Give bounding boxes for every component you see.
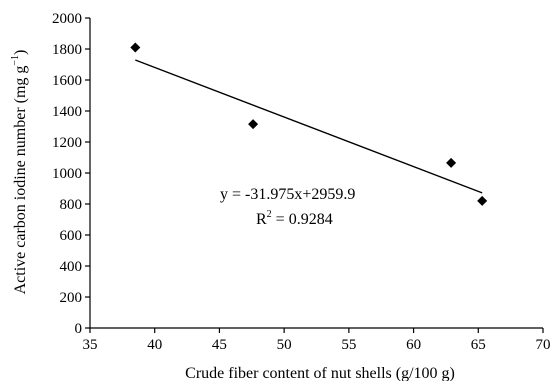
data-point	[446, 157, 457, 168]
y-tick-label: 1000	[52, 166, 82, 182]
r-squared-superscript: 2	[267, 209, 272, 220]
y-tick-label: 600	[60, 228, 83, 244]
r-squared-label: R2 = 0.9284	[256, 209, 333, 228]
x-axis-title: Crude fiber content of nut shells (g/100…	[185, 365, 455, 381]
y-axis-ticks: 0 200 400 600 800 1000 1200 1400 1600 1800 2000	[52, 11, 90, 337]
y-tick-label: 1600	[52, 73, 82, 89]
y-tick-label: 200	[60, 290, 83, 306]
y-tick-label: 1800	[52, 42, 82, 58]
y-tick-label: 1200	[52, 135, 82, 151]
x-axis-ticks: 35 40 45 50 55 60 65 70	[83, 328, 551, 353]
data-point	[248, 119, 259, 130]
y-tick-label: 400	[60, 259, 83, 275]
equation-label: y = -31.975x+2959.9	[220, 186, 355, 203]
data-point	[477, 195, 488, 206]
x-tick-label: 50	[277, 337, 292, 353]
y-axis-title: Active carbon iodine number (mg g−1)	[10, 50, 29, 295]
x-tick-label: 60	[406, 337, 421, 353]
x-tick-label: 65	[471, 337, 486, 353]
y-axis-title-superscript: −1	[10, 55, 21, 66]
y-tick-label: 800	[60, 197, 83, 213]
x-tick-label: 35	[83, 337, 98, 353]
x-tick-label: 45	[212, 337, 227, 353]
trendline	[135, 59, 483, 194]
x-tick-label: 55	[341, 337, 356, 353]
y-tick-label: 1400	[52, 104, 82, 120]
y-tick-label: 0	[75, 321, 83, 337]
y-tick-label: 2000	[52, 11, 82, 27]
data-points	[130, 42, 488, 206]
data-point	[130, 42, 141, 53]
x-tick-label: 70	[536, 337, 551, 353]
x-tick-label: 40	[147, 337, 162, 353]
